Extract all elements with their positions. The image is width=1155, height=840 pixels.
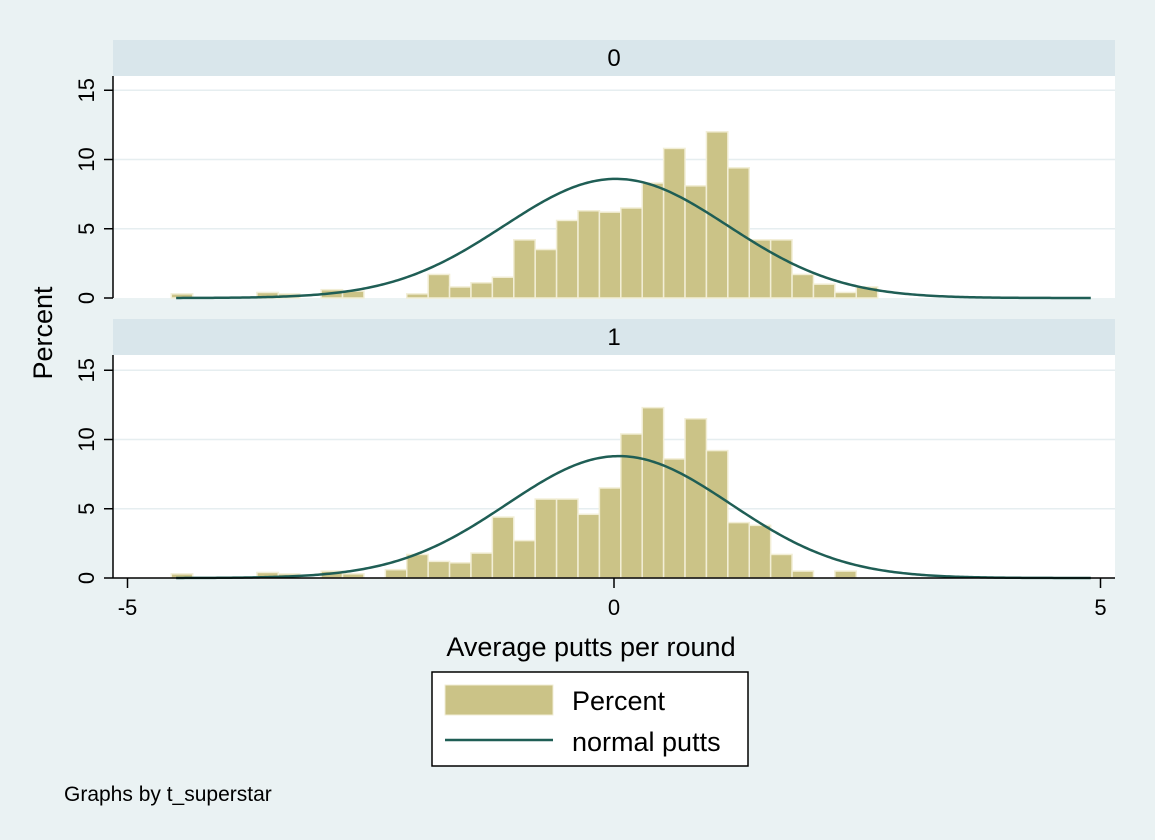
- panel-bottom-y-tick-label: 10: [74, 427, 99, 451]
- x-tick-label: 5: [1094, 595, 1106, 620]
- panel-top-bar: [662, 147, 686, 299]
- panel-top-bar: [448, 286, 472, 299]
- panel-bottom-y-tick-label: 5: [74, 503, 99, 515]
- panel-top-y-tick-label: 15: [74, 78, 99, 102]
- legend-percent-swatch: [444, 684, 554, 716]
- panel-bottom-bar: [769, 553, 793, 579]
- panel-bottom-y-tick-label: 15: [74, 358, 99, 382]
- panel-bottom-bar: [834, 570, 858, 579]
- panel-bottom-bar: [513, 539, 536, 579]
- panel-top-bar: [406, 293, 429, 299]
- panel-bottom-bar: [384, 568, 408, 579]
- panel-bottom-y-axis: 0 5 10 15: [74, 355, 114, 584]
- panel-bottom-normal-curve: [176, 454, 1091, 580]
- panel-bottom-bars: [170, 406, 858, 579]
- panel-top-bar: [620, 207, 643, 299]
- graphs-by-note: Graphs by t_superstar: [64, 783, 272, 806]
- panel-top-bar: [769, 239, 793, 299]
- panel-top-bar: [855, 286, 879, 299]
- panel-bottom-bar: [555, 498, 579, 579]
- panel-bottom-strip: [113, 319, 1115, 355]
- panel-bottom-y-tick-label: 0: [74, 572, 99, 584]
- panel-bottom: 1 0 5 10 15: [74, 319, 1115, 584]
- panel-top-bar: [748, 239, 772, 299]
- panel-top-strip: [113, 40, 1115, 76]
- panel-top: 0 0 5 10 15: [74, 40, 1115, 304]
- panel-top-bar: [812, 283, 836, 299]
- panel-top-bar: [427, 273, 451, 299]
- panel-top-strip-label: 0: [607, 45, 620, 72]
- panel-top-y-tick-label: 0: [74, 292, 99, 304]
- panel-bottom-bar: [427, 560, 451, 579]
- panel-top-bar: [534, 248, 558, 299]
- panel-top-y-tick-label: 5: [74, 223, 99, 235]
- panel-top-bar: [513, 239, 536, 299]
- legend-percent-label: Percent: [572, 686, 666, 716]
- panel-top-y-tick-label: 10: [74, 147, 99, 171]
- legend-normal-label: normal putts: [572, 727, 721, 757]
- panel-bottom-bar: [598, 487, 622, 579]
- panel-bottom-bar: [662, 458, 686, 579]
- panel-top-bar: [555, 219, 579, 299]
- panel-bottom-strip-label: 1: [607, 324, 620, 351]
- panel-bottom-bar: [491, 516, 515, 579]
- panel-top-bar: [834, 291, 858, 299]
- x-axis-title: Average putts per round: [446, 632, 735, 662]
- panel-bottom-bar: [448, 562, 472, 579]
- panel-bottom-bar: [577, 513, 601, 579]
- panel-top-bar: [791, 273, 815, 299]
- panel-bottom-bar: [748, 524, 772, 579]
- panel-bottom-bar: [684, 417, 708, 579]
- panel-top-bar: [470, 282, 494, 299]
- panel-bottom-bar: [791, 570, 815, 579]
- x-axis: -5 0 5: [113, 577, 1115, 620]
- panel-top-y-axis: 0 5 10 15: [74, 76, 114, 304]
- legend: Percent normal putts: [431, 671, 749, 767]
- panel-top-bar: [598, 211, 622, 299]
- panel-bottom-bar: [641, 406, 665, 579]
- panel-bottom-bar: [534, 498, 558, 579]
- panel-bottom-bar: [705, 449, 729, 579]
- panel-top-bar: [641, 182, 665, 299]
- panel-bottom-bar: [470, 552, 494, 579]
- panel-top-bar: [491, 276, 515, 299]
- x-tick-label: 0: [608, 595, 620, 620]
- panel-top-bar: [577, 209, 601, 299]
- y-axis-title: Percent: [28, 286, 58, 380]
- panel-top-normal-curve: [176, 177, 1091, 300]
- panel-bottom-bar: [727, 521, 750, 579]
- x-tick-label: -5: [118, 595, 138, 620]
